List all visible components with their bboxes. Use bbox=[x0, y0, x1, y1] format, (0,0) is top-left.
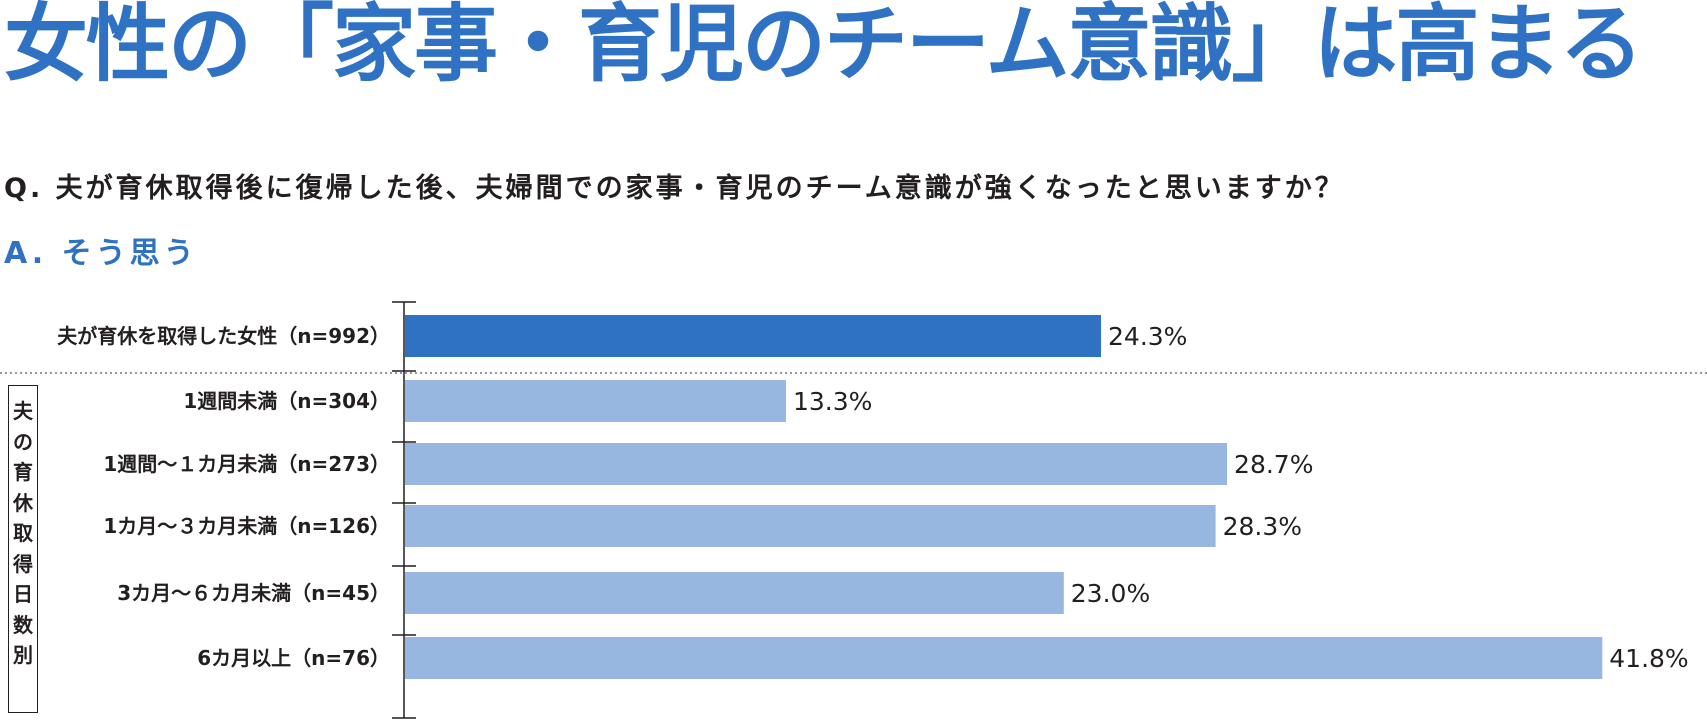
page-title: 女性の「家事・育児のチーム意識」は高まる bbox=[4, 0, 1643, 93]
category-label: 1カ月〜３カ月未満（n=126） bbox=[103, 514, 390, 538]
value-label: 28.3% bbox=[1223, 512, 1302, 541]
bar bbox=[405, 443, 1228, 485]
group-bracket: 夫の育休取得日数別 bbox=[8, 385, 38, 713]
value-label: 13.3% bbox=[793, 387, 872, 416]
value-label: 41.8% bbox=[1609, 644, 1688, 673]
bar bbox=[405, 380, 786, 422]
category-label: 3カ月〜６カ月未満（n=45） bbox=[117, 581, 390, 605]
value-label: 24.3% bbox=[1108, 322, 1187, 351]
value-label: 23.0% bbox=[1071, 579, 1150, 608]
bar bbox=[405, 637, 1603, 679]
category-label: 1週間〜１カ月未満（n=273） bbox=[103, 452, 390, 476]
bar bbox=[405, 315, 1102, 357]
bar-chart: 夫が育休を取得した女性（n=992） 24.3% 1週間未満（n=304） 13.3%… bbox=[0, 301, 1707, 719]
value-label: 28.7% bbox=[1234, 450, 1313, 479]
bar bbox=[405, 572, 1064, 614]
group-label: 夫の育休取得日数別 bbox=[13, 399, 33, 667]
question-text: Q. 夫が育休取得後に復帰した後、夫婦間での家事・育児のチーム意識が強くなったと… bbox=[4, 173, 1345, 204]
answer-text: A. そう思う bbox=[4, 236, 198, 271]
category-label: 1週間未満（n=304） bbox=[183, 389, 390, 413]
category-label: 6カ月以上（n=76） bbox=[197, 646, 390, 670]
bar bbox=[405, 505, 1216, 547]
category-label: 夫が育休を取得した女性（n=992） bbox=[57, 324, 390, 348]
